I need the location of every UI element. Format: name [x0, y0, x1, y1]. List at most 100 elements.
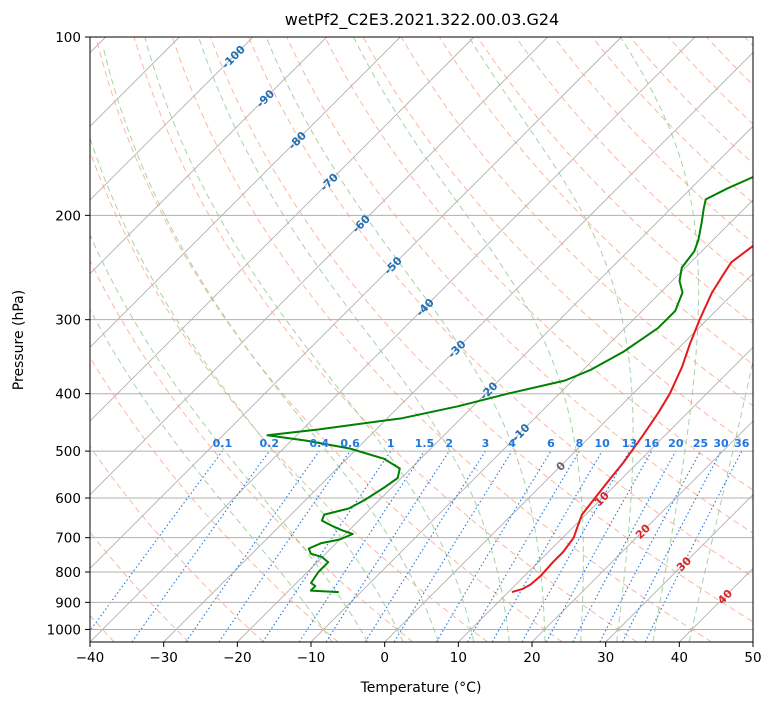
isotherm-line	[90, 37, 401, 348]
y-tick-label: 600	[55, 491, 81, 507]
plot-frame	[89, 36, 754, 643]
mixing-ratio-label: 6	[547, 437, 555, 450]
isotherm-line	[90, 37, 548, 496]
isotherm-line	[90, 37, 622, 569]
y-tick-label: 300	[55, 313, 81, 329]
isotherm-line	[605, 494, 753, 642]
mixing-ratio-line	[185, 450, 320, 642]
moist-adiabat-line	[90, 136, 404, 642]
dry-adiabat-line	[400, 37, 753, 407]
x-tick-label: −20	[223, 650, 252, 666]
mixing-ratio-label: 13	[622, 437, 637, 450]
x-axis: −40 −30 −20 −10 0 10 20 30 40 50	[76, 642, 762, 666]
moist-adiabat-line	[90, 233, 369, 642]
mixing-ratio-label: 20	[668, 437, 684, 450]
mixing-ratio-label: 1.5	[415, 437, 435, 450]
isotherm-line	[237, 125, 753, 642]
moist-adiabat-line	[353, 37, 584, 642]
dry-adiabat-line	[591, 37, 753, 204]
dry-adiabat-line	[362, 37, 753, 449]
y-tick-label: 800	[55, 565, 81, 581]
x-tick-label: −40	[76, 650, 105, 666]
isotherm-label: -40	[414, 296, 437, 319]
isotherm-label: -80	[286, 129, 309, 152]
y-axis-label: Pressure (hPa)	[11, 290, 27, 390]
mixing-ratio-line	[599, 450, 701, 642]
mixing-ratio-label: 4	[508, 437, 516, 450]
moist-adiabat-line	[688, 358, 753, 642]
isotherm-line	[531, 420, 753, 642]
pressure-gridlines	[90, 37, 753, 630]
mixing-ratio-line	[262, 450, 392, 642]
mixing-ratio-line	[521, 450, 630, 642]
mixing-ratio-line	[545, 450, 653, 642]
mixing-ratio-label: 25	[693, 437, 708, 450]
mixing-ratio-line	[131, 450, 270, 642]
isotherm-line	[458, 346, 753, 642]
temperature-line	[511, 244, 753, 594]
mixing-ratio-line	[325, 450, 450, 642]
dewpoint-line	[266, 175, 753, 594]
isotherm-label: 10	[592, 489, 612, 509]
mixing-ratio-line	[393, 450, 513, 642]
isotherm-line	[679, 567, 753, 642]
mixing-ratio-label: 16	[644, 437, 660, 450]
background-lines	[90, 37, 753, 642]
plot-area: 0.1 0.2 0.4 0.6 1 1.5 2 3 4 6 8 10 13 16 20 25 30 36-100-…	[90, 37, 753, 642]
mixing-ratio-line	[572, 450, 677, 642]
isotherm-line	[384, 273, 753, 642]
isotherm-label: -100	[219, 43, 248, 72]
dry-adiabat-line	[248, 37, 753, 578]
dry-adiabat-line	[324, 37, 753, 491]
y-axis: 100 200 300 400 500 600 700 800 900 1000	[47, 30, 90, 638]
dry-adiabat-line	[668, 37, 753, 125]
moist-adiabat-line	[265, 37, 546, 642]
x-tick-label: 50	[744, 650, 761, 666]
dry-adiabat-line	[90, 150, 488, 642]
mixing-ratio-label: 0.1	[213, 437, 233, 450]
y-tick-label: 200	[55, 208, 81, 224]
isotherm-line	[90, 37, 696, 642]
chart-title: wetPf2_C2E3.2021.322.00.03.G24	[285, 10, 559, 30]
dry-adiabat-line	[629, 37, 753, 165]
mixing-ratio-line	[435, 450, 552, 642]
mixing-ratio-line	[90, 450, 223, 632]
x-tick-label: 30	[597, 650, 614, 666]
mixing-ratio-label: 8	[576, 437, 584, 450]
dry-adiabat-line	[90, 259, 414, 642]
isotherm-line	[310, 199, 753, 642]
isotherm-line	[90, 37, 327, 275]
mixing-ratio-label: 1	[387, 437, 395, 450]
dry-adiabat-line	[438, 37, 753, 366]
y-tick-label: 1000	[47, 622, 81, 638]
isotherm-line	[752, 641, 753, 642]
mixing-ratio-line	[644, 450, 743, 642]
mixing-ratio-label: 2	[445, 437, 453, 450]
mixing-ratio-label: 3	[482, 437, 490, 450]
isotherm-label: -30	[445, 337, 468, 360]
moist-adiabat-line	[103, 49, 439, 642]
dry-adiabat-line	[133, 37, 638, 642]
y-tick-label: 100	[55, 30, 81, 46]
isotherm-line	[163, 52, 753, 642]
dry-adiabat-line	[90, 356, 339, 642]
dry-adiabat-line	[553, 37, 753, 244]
mixing-ratio-label: 10	[594, 437, 610, 450]
mixing-ratio-line	[298, 450, 425, 642]
mixing-ratio-line	[364, 450, 486, 642]
mixing-ratio-line	[218, 450, 351, 642]
mixing-ratio-label: 36	[734, 437, 750, 450]
dry-adiabat-line	[90, 531, 190, 642]
dry-adiabat-line	[90, 445, 264, 642]
y-tick-label: 400	[55, 387, 81, 403]
moist-adiabat-line	[620, 37, 700, 642]
moist-adiabat-line	[90, 308, 333, 642]
x-tick-label: 40	[671, 650, 688, 666]
isotherm-label: 40	[715, 587, 735, 607]
y-tick-label: 900	[55, 595, 81, 611]
mixing-ratio-label: 30	[713, 437, 729, 450]
isotherm-label: -50	[382, 254, 405, 277]
isotherm-line	[90, 37, 475, 422]
x-tick-label: 0	[380, 650, 389, 666]
